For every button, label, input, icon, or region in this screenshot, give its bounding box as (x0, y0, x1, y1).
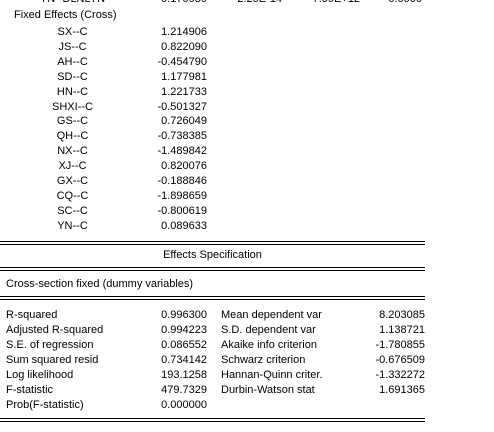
effect-label: JS--C (58, 40, 87, 53)
stat-label: Sum squared resid (6, 354, 99, 366)
stat-value: 0.994223 (161, 324, 207, 336)
effect-value: -0.800619 (157, 204, 207, 217)
effect-value: -0.501327 (157, 100, 207, 113)
effect-label: QH--C (56, 130, 89, 143)
rule (0, 299, 425, 300)
stat-value: -1.332272 (375, 369, 425, 381)
effect-value: 1.221733 (161, 85, 207, 98)
effect-label: SX--C (57, 26, 88, 38)
stat-value: 193.1258 (161, 369, 207, 381)
effect-value: -1.489842 (157, 145, 207, 158)
top-row-cell: 0.0000 (370, 0, 422, 6)
stat-value: 1.691365 (379, 384, 425, 396)
stat-label: Akaike info criterion (221, 339, 317, 351)
effect-label: CQ--C (56, 189, 89, 202)
effect-value: 0.820076 (161, 160, 207, 173)
stat-label: Mean dependent var (221, 309, 322, 321)
effect-label: GX--C (56, 175, 89, 187)
effect-label: SHXI--C (52, 100, 93, 113)
rule (0, 267, 425, 268)
stat-value: 0.086552 (161, 339, 207, 351)
stat-label: Schwarz criterion (221, 354, 306, 366)
stat-label: Adjusted R-squared (6, 324, 104, 336)
rule (0, 418, 425, 419)
stat-value: 0.734142 (161, 354, 207, 366)
top-row-cell: 7.59E+12 (300, 0, 360, 6)
effect-value: -0.454790 (157, 55, 207, 68)
stat-label: S.E. of regression (6, 339, 94, 351)
rule (0, 270, 425, 271)
stat-label: F-statistic (6, 384, 54, 396)
effect-value: 0.726049 (161, 115, 207, 128)
stat-label: Prob(F-statistic) (6, 399, 84, 411)
effect-value: -1.898659 (157, 189, 207, 202)
section-note: Cross-section fixed (dummy variables) (6, 278, 194, 290)
top-row-cell: 0.170989 (120, 0, 207, 6)
top-row-cell: YN--DLNLYN (0, 0, 145, 6)
stat-value: 0.000000 (161, 399, 207, 411)
top-row-cell: 2.25E-14 (220, 0, 282, 6)
section-title: Effects Specification (163, 249, 262, 261)
effect-label: SD--C (57, 70, 88, 83)
stat-value: -0.676509 (375, 354, 425, 366)
effect-value: -0.188846 (157, 175, 207, 187)
section-title: Fixed Effects (Cross) (14, 9, 117, 21)
stat-label: Hannan-Quinn criter. (221, 369, 323, 381)
stat-value: 479.7329 (161, 384, 207, 396)
stat-value: -1.780855 (375, 339, 425, 351)
stat-label: R-squared (6, 309, 58, 321)
rule (0, 296, 425, 297)
effect-label: SC--C (57, 204, 88, 217)
stat-label: Log likelihood (6, 369, 74, 381)
effect-label: XJ--C (58, 160, 87, 173)
effect-value: -0.738385 (157, 130, 207, 143)
stat-value: 1.138721 (379, 324, 425, 336)
effect-value: 0.822090 (161, 40, 207, 53)
stat-label: Durbin-Watson stat (221, 384, 315, 396)
stat-value: 8.203085 (379, 309, 425, 321)
effect-value: 1.214906 (161, 26, 207, 38)
effect-label: GS--C (56, 115, 89, 128)
effect-label: AH--C (57, 55, 88, 68)
rule (0, 421, 425, 422)
stat-label: S.D. dependent var (221, 324, 316, 336)
effect-value: 0.089633 (161, 219, 207, 232)
effect-value: 1.177981 (161, 70, 207, 83)
rule (0, 244, 425, 245)
effect-label: NX--C (57, 145, 88, 158)
effect-label: YN--C (57, 219, 88, 232)
effect-label: HN--C (56, 85, 89, 98)
stat-value: 0.996300 (161, 309, 207, 321)
rule (0, 241, 425, 242)
